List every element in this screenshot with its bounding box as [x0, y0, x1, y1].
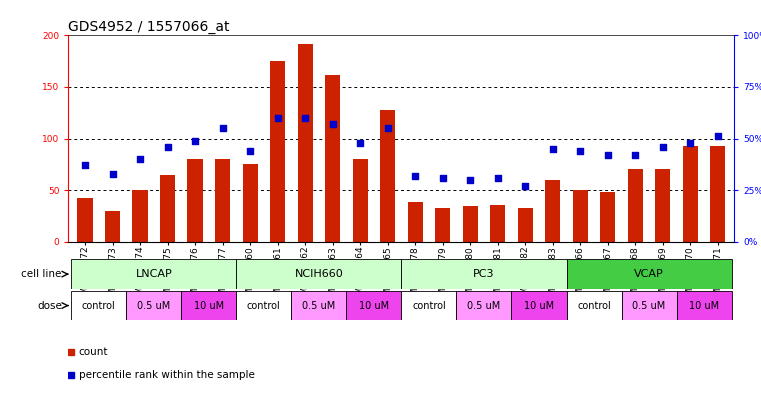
Bar: [435, 208, 451, 242]
Bar: [677, 291, 731, 320]
Bar: [710, 146, 725, 242]
Bar: [408, 202, 423, 242]
Bar: [566, 259, 731, 289]
Point: [244, 148, 256, 154]
Text: GDS4952 / 1557066_at: GDS4952 / 1557066_at: [68, 20, 230, 34]
Bar: [655, 169, 670, 242]
Bar: [545, 180, 560, 242]
Text: cell line: cell line: [21, 269, 62, 279]
Text: count: count: [78, 347, 108, 357]
Point: [629, 152, 642, 158]
Text: 0.5 uM: 0.5 uM: [302, 301, 336, 310]
Text: control: control: [82, 301, 116, 310]
Text: control: control: [412, 301, 446, 310]
Bar: [566, 291, 622, 320]
Bar: [187, 159, 202, 242]
Point: [519, 183, 531, 189]
Text: VCAP: VCAP: [634, 269, 664, 279]
Point: [381, 125, 393, 131]
Text: 0.5 uM: 0.5 uM: [467, 301, 501, 310]
Bar: [600, 192, 616, 242]
Bar: [72, 259, 237, 289]
Bar: [78, 198, 93, 242]
Bar: [72, 291, 126, 320]
Bar: [243, 164, 258, 242]
Bar: [160, 174, 175, 242]
Point: [712, 133, 724, 140]
Point: [326, 121, 339, 127]
Point: [189, 138, 201, 144]
Point: [464, 176, 476, 183]
Point: [409, 173, 422, 179]
Point: [657, 143, 669, 150]
Point: [546, 146, 559, 152]
Bar: [291, 291, 346, 320]
Point: [354, 140, 366, 146]
Text: 10 uM: 10 uM: [524, 301, 554, 310]
Bar: [402, 259, 566, 289]
Text: NCIH660: NCIH660: [295, 269, 343, 279]
Text: 0.5 uM: 0.5 uM: [137, 301, 170, 310]
Bar: [573, 190, 587, 242]
Text: LNCAP: LNCAP: [135, 269, 172, 279]
Point: [492, 174, 504, 181]
Bar: [490, 204, 505, 242]
Text: percentile rank within the sample: percentile rank within the sample: [78, 370, 254, 380]
Text: 10 uM: 10 uM: [194, 301, 224, 310]
Bar: [298, 44, 313, 242]
Point: [684, 140, 696, 146]
Bar: [511, 291, 566, 320]
Bar: [126, 291, 181, 320]
Bar: [237, 291, 291, 320]
Bar: [622, 291, 677, 320]
Bar: [628, 169, 643, 242]
Point: [602, 152, 614, 158]
Text: 10 uM: 10 uM: [689, 301, 719, 310]
Bar: [352, 159, 368, 242]
Bar: [132, 190, 148, 242]
Point: [575, 148, 587, 154]
Bar: [683, 146, 698, 242]
Point: [437, 174, 449, 181]
Text: 0.5 uM: 0.5 uM: [632, 301, 666, 310]
Bar: [402, 291, 457, 320]
Text: control: control: [577, 301, 611, 310]
Bar: [215, 159, 230, 242]
Bar: [181, 291, 237, 320]
Point: [161, 143, 174, 150]
Bar: [105, 211, 120, 242]
Bar: [270, 61, 285, 242]
Point: [216, 125, 228, 131]
Point: [79, 162, 91, 169]
Text: PC3: PC3: [473, 269, 495, 279]
Text: dose: dose: [37, 301, 62, 310]
Point: [134, 156, 146, 162]
Point: [299, 115, 311, 121]
Bar: [517, 208, 533, 242]
Point: [272, 115, 284, 121]
Point: [107, 171, 119, 177]
Bar: [325, 75, 340, 242]
Bar: [346, 291, 402, 320]
Bar: [380, 110, 395, 242]
Text: 10 uM: 10 uM: [359, 301, 389, 310]
Bar: [457, 291, 511, 320]
Text: control: control: [247, 301, 281, 310]
Bar: [237, 259, 402, 289]
Bar: [463, 206, 478, 242]
